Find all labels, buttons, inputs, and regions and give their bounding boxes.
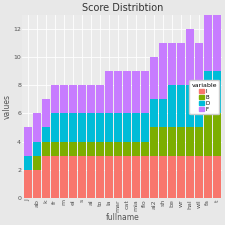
- Bar: [114, 113, 122, 142]
- Bar: [150, 57, 158, 99]
- X-axis label: fullname: fullname: [106, 213, 139, 222]
- Bar: [78, 142, 86, 156]
- Bar: [96, 113, 104, 142]
- Bar: [195, 43, 203, 85]
- Bar: [114, 142, 122, 156]
- Bar: [213, 156, 221, 198]
- Bar: [141, 113, 149, 142]
- Bar: [105, 142, 113, 156]
- Bar: [168, 43, 176, 85]
- Bar: [150, 156, 158, 198]
- Bar: [186, 29, 194, 85]
- Bar: [177, 128, 185, 156]
- Y-axis label: values: values: [3, 94, 12, 119]
- Bar: [105, 113, 113, 142]
- Bar: [69, 142, 77, 156]
- Bar: [78, 113, 86, 142]
- Bar: [150, 99, 158, 128]
- Bar: [150, 128, 158, 156]
- Bar: [105, 71, 113, 113]
- Bar: [42, 99, 50, 128]
- Bar: [78, 156, 86, 198]
- Title: Score Distribtion: Score Distribtion: [82, 3, 163, 13]
- Bar: [132, 113, 140, 142]
- Bar: [114, 71, 122, 113]
- Bar: [60, 142, 68, 156]
- Bar: [60, 85, 68, 113]
- Bar: [123, 113, 131, 142]
- Bar: [96, 85, 104, 113]
- Bar: [132, 71, 140, 113]
- Bar: [24, 156, 32, 170]
- Bar: [168, 85, 176, 128]
- Bar: [42, 128, 50, 142]
- Bar: [159, 156, 167, 198]
- Bar: [168, 128, 176, 156]
- Bar: [87, 142, 95, 156]
- Bar: [213, 15, 221, 71]
- Bar: [213, 113, 221, 156]
- Bar: [78, 85, 86, 113]
- Bar: [186, 128, 194, 156]
- Bar: [60, 156, 68, 198]
- Bar: [60, 113, 68, 142]
- Bar: [213, 71, 221, 113]
- Bar: [33, 113, 41, 142]
- Bar: [195, 128, 203, 156]
- Bar: [114, 156, 122, 198]
- Bar: [33, 156, 41, 170]
- Bar: [177, 85, 185, 128]
- Bar: [69, 113, 77, 142]
- Bar: [204, 113, 212, 156]
- Bar: [96, 142, 104, 156]
- Bar: [132, 142, 140, 156]
- Bar: [105, 156, 113, 198]
- Bar: [51, 113, 59, 142]
- Bar: [51, 156, 59, 198]
- Bar: [132, 156, 140, 198]
- Bar: [159, 128, 167, 156]
- Bar: [177, 43, 185, 85]
- Bar: [168, 156, 176, 198]
- Bar: [141, 142, 149, 156]
- Bar: [51, 85, 59, 113]
- Bar: [42, 156, 50, 198]
- Bar: [96, 156, 104, 198]
- Bar: [177, 156, 185, 198]
- Bar: [123, 142, 131, 156]
- Bar: [159, 99, 167, 128]
- Bar: [159, 43, 167, 99]
- Bar: [204, 156, 212, 198]
- Bar: [195, 156, 203, 198]
- Bar: [69, 85, 77, 113]
- Bar: [33, 142, 41, 156]
- Bar: [186, 85, 194, 128]
- Bar: [141, 156, 149, 198]
- Bar: [42, 142, 50, 156]
- Bar: [69, 156, 77, 198]
- Bar: [33, 170, 41, 198]
- Bar: [204, 71, 212, 113]
- Bar: [24, 128, 32, 156]
- Bar: [87, 113, 95, 142]
- Bar: [195, 85, 203, 128]
- Bar: [87, 156, 95, 198]
- Legend: I, B, D, F: I, B, D, F: [189, 80, 219, 114]
- Bar: [186, 156, 194, 198]
- Bar: [87, 85, 95, 113]
- Bar: [204, 15, 212, 71]
- Bar: [51, 142, 59, 156]
- Bar: [141, 71, 149, 113]
- Bar: [123, 71, 131, 113]
- Bar: [123, 156, 131, 198]
- Bar: [24, 170, 32, 198]
